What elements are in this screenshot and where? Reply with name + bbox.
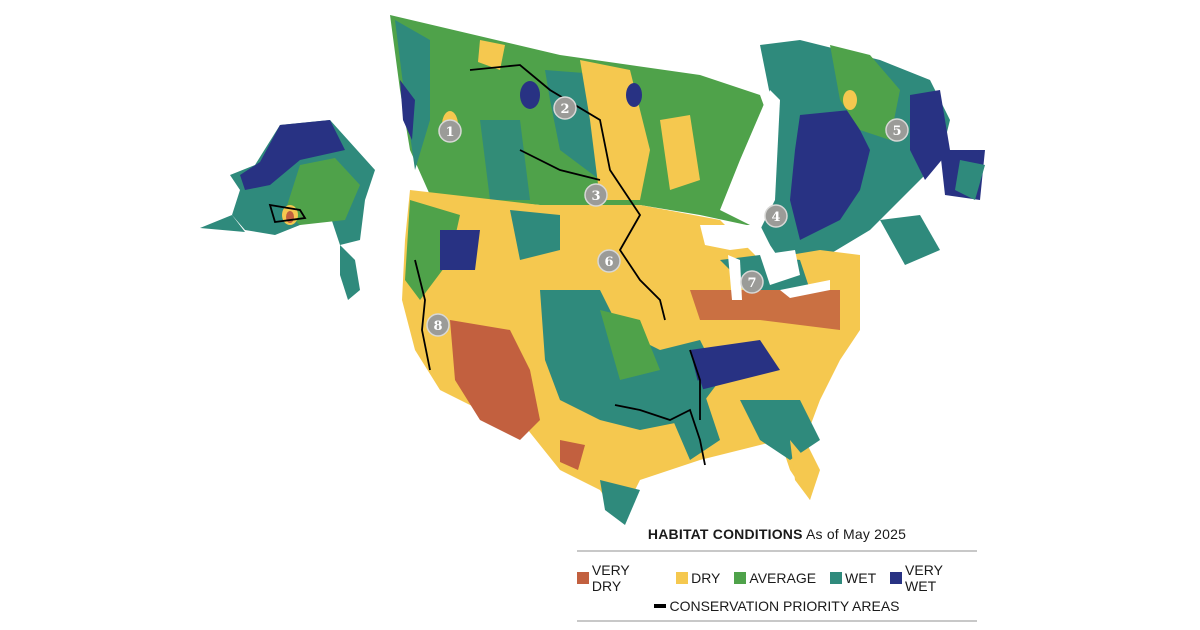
- wet-swatch: [830, 572, 843, 584]
- svg-text:1: 1: [445, 125, 454, 140]
- alaska-region: [200, 120, 375, 300]
- legend-label: WET: [845, 570, 877, 586]
- legend-categories: VERY DRY DRY AVERAGE WET VERY WET: [577, 562, 977, 594]
- legend-item-dry: DRY: [676, 562, 720, 594]
- priority-area-markers: 1 2 3 4 5 6 7 8: [426, 96, 909, 337]
- svg-text:8: 8: [433, 319, 442, 334]
- marker-6[interactable]: 6: [597, 249, 621, 273]
- marker-4[interactable]: 4: [764, 204, 788, 228]
- svg-text:2: 2: [560, 102, 569, 117]
- legend-label: DRY: [691, 570, 721, 586]
- legend-label: VERY WET: [905, 562, 943, 594]
- very-dry-swatch: [577, 572, 589, 584]
- average-swatch: [734, 572, 747, 584]
- svg-text:6: 6: [604, 255, 613, 270]
- marker-1[interactable]: 1: [438, 119, 462, 143]
- marker-7[interactable]: 7: [740, 270, 764, 294]
- great-lakes: [700, 90, 830, 300]
- canada-east-region: [760, 40, 985, 265]
- svg-text:5: 5: [892, 124, 901, 139]
- priority-areas-label: CONSERVATION PRIORITY AREAS: [669, 598, 900, 614]
- marker-2[interactable]: 2: [553, 96, 577, 120]
- svg-text:7: 7: [747, 276, 756, 291]
- svg-text:4: 4: [771, 210, 780, 225]
- legend-label: VERY DRY: [591, 562, 630, 594]
- legend-item-very-dry: VERY DRY: [577, 562, 662, 594]
- legend-title: HABITAT CONDITIONS As of May 2025: [577, 522, 977, 552]
- legend-title-bold: HABITAT CONDITIONS: [647, 526, 803, 542]
- marker-8[interactable]: 8: [426, 313, 450, 337]
- legend-item-wet: WET: [830, 562, 876, 594]
- priority-line-swatch: [654, 604, 667, 608]
- conservation-priority-areas: [268, 64, 706, 466]
- map-legend: HABITAT CONDITIONS As of May 2025 VERY D…: [577, 522, 977, 622]
- svg-text:3: 3: [591, 189, 600, 204]
- marker-3[interactable]: 3: [584, 183, 608, 207]
- marker-5[interactable]: 5: [885, 118, 909, 142]
- legend-date: As of May 2025: [802, 526, 907, 542]
- legend-label: AVERAGE: [749, 570, 817, 586]
- very-wet-swatch: [890, 572, 903, 584]
- legend-priority-areas: CONSERVATION PRIORITY AREAS: [577, 598, 977, 622]
- dry-swatch: [676, 572, 689, 584]
- legend-item-very-wet: VERY WET: [890, 562, 977, 594]
- legend-item-average: AVERAGE: [734, 562, 816, 594]
